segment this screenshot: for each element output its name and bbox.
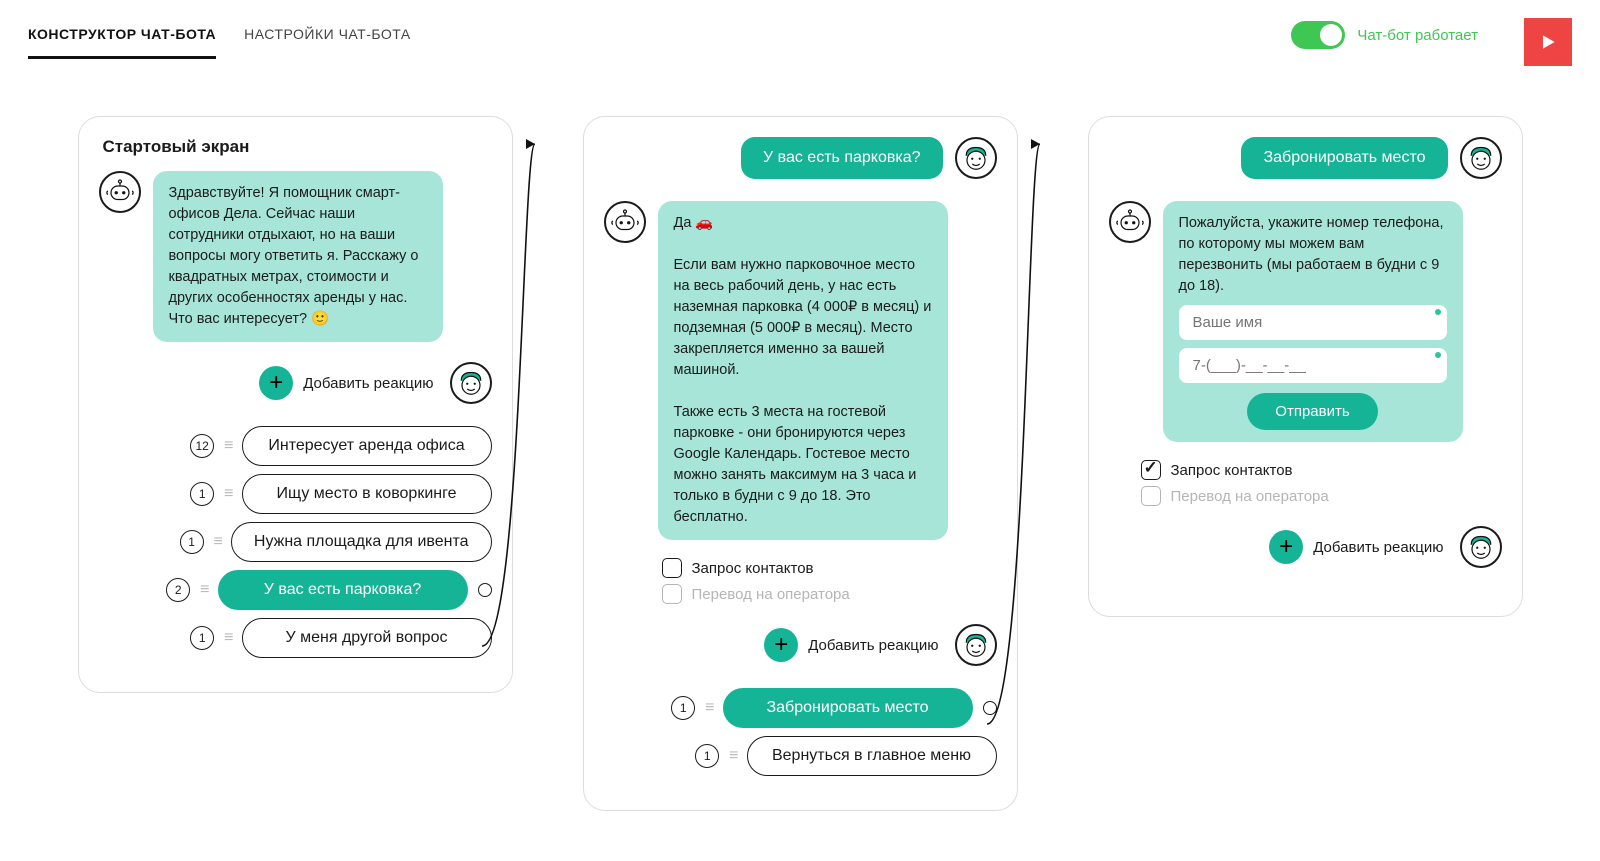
checkbox bbox=[662, 584, 682, 604]
option-row: 1 ≡ Нужна площадка для ивента bbox=[99, 522, 492, 562]
bot-message-with-form: Пожалуйста, укажите номер телефона, по к… bbox=[1163, 201, 1463, 442]
bot-icon bbox=[610, 207, 640, 237]
play-icon bbox=[1538, 32, 1558, 52]
add-reaction-label: Добавить реакцию bbox=[303, 375, 433, 392]
checkbox-row: Перевод на оператора bbox=[1141, 486, 1502, 506]
checkbox-label: Перевод на оператора bbox=[1171, 488, 1329, 505]
tab-constructor[interactable]: КОНСТРУКТОР ЧАТ-БОТА bbox=[28, 26, 216, 59]
checkbox-label: Запрос контактов bbox=[1171, 462, 1293, 479]
option-count: 2 bbox=[166, 578, 190, 602]
bot-avatar bbox=[604, 201, 646, 243]
user-avatar bbox=[955, 624, 997, 666]
option-pill[interactable]: Вернуться в главное меню bbox=[747, 736, 997, 776]
checkbox-label: Перевод на оператора bbox=[692, 586, 850, 603]
add-reaction-button[interactable]: + bbox=[764, 628, 798, 662]
bot-icon bbox=[105, 177, 135, 207]
checkbox bbox=[1141, 486, 1161, 506]
option-count: 1 bbox=[190, 482, 214, 506]
user-icon bbox=[1466, 532, 1496, 562]
checkbox-label: Запрос контактов bbox=[692, 560, 814, 577]
drag-handle-icon[interactable]: ≡ bbox=[224, 485, 231, 503]
checkbox-row[interactable]: Запрос контактов bbox=[662, 558, 997, 578]
connector-dot[interactable] bbox=[983, 701, 997, 715]
bot-message: Здравствуйте! Я помощник смарт-офисов Де… bbox=[153, 171, 443, 342]
add-reaction-button[interactable]: + bbox=[1269, 530, 1303, 564]
connector-dot[interactable] bbox=[478, 583, 492, 597]
phone-input[interactable] bbox=[1179, 348, 1447, 383]
bot-avatar bbox=[1109, 201, 1151, 243]
user-avatar bbox=[1460, 137, 1502, 179]
option-count: 1 bbox=[671, 696, 695, 720]
play-button[interactable] bbox=[1524, 18, 1572, 66]
option-row: 1 ≡ Забронировать место bbox=[604, 688, 997, 728]
drag-handle-icon[interactable]: ≡ bbox=[224, 437, 231, 455]
drag-handle-icon[interactable]: ≡ bbox=[729, 747, 736, 765]
drag-handle-icon[interactable]: ≡ bbox=[705, 699, 712, 717]
option-row: 1 ≡ Вернуться в главное меню bbox=[604, 736, 997, 776]
option-row: 2 ≡ У вас есть парковка? bbox=[99, 570, 492, 610]
drag-handle-icon[interactable]: ≡ bbox=[214, 533, 221, 551]
option-pill[interactable]: Нужна площадка для ивента bbox=[231, 522, 492, 562]
bot-avatar bbox=[99, 171, 141, 213]
option-pill[interactable]: У меня другой вопрос bbox=[242, 618, 492, 658]
drag-handle-icon[interactable]: ≡ bbox=[200, 581, 207, 599]
header: КОНСТРУКТОР ЧАТ-БОТА НАСТРОЙКИ ЧАТ-БОТА … bbox=[0, 0, 1600, 66]
option-row: 1 ≡ Ищу место в коворкинге bbox=[99, 474, 492, 514]
add-reaction-button[interactable]: + bbox=[259, 366, 293, 400]
card-title: Стартовый экран bbox=[103, 137, 492, 157]
option-pill[interactable]: Интересует аренда офиса bbox=[242, 426, 492, 466]
bot-status-label: Чат-бот работает bbox=[1357, 27, 1478, 44]
option-pill[interactable]: Ищу место в коворкинге bbox=[242, 474, 492, 514]
add-reaction-label: Добавить реакцию bbox=[808, 637, 938, 654]
user-icon bbox=[456, 368, 486, 398]
option-pill[interactable]: Забронировать место bbox=[723, 688, 973, 728]
bot-enabled-toggle[interactable] bbox=[1291, 21, 1345, 49]
bot-icon bbox=[1115, 207, 1145, 237]
option-count: 1 bbox=[180, 530, 204, 554]
user-avatar bbox=[450, 362, 492, 404]
card-booking: Забронировать место bbox=[1088, 116, 1523, 617]
user-avatar bbox=[955, 137, 997, 179]
user-message: Забронировать место bbox=[1241, 137, 1447, 179]
option-count: 1 bbox=[190, 626, 214, 650]
tab-settings[interactable]: НАСТРОЙКИ ЧАТ-БОТА bbox=[244, 26, 411, 59]
checkbox[interactable] bbox=[662, 558, 682, 578]
user-icon bbox=[1466, 143, 1496, 173]
user-message: У вас есть парковка? bbox=[741, 137, 942, 179]
option-count: 1 bbox=[695, 744, 719, 768]
add-reaction-label: Добавить реакцию bbox=[1313, 539, 1443, 556]
checkbox-row: Перевод на оператора bbox=[662, 584, 997, 604]
bot-message: Да 🚗 Если вам нужно парковочное место на… bbox=[658, 201, 948, 540]
option-row: 1 ≡ У меня другой вопрос bbox=[99, 618, 492, 658]
card-parking: У вас есть парковка? bbox=[583, 116, 1018, 811]
user-avatar bbox=[1460, 526, 1502, 568]
option-count: 12 bbox=[190, 434, 214, 458]
option-row: 12 ≡ Интересует аренда офиса bbox=[99, 426, 492, 466]
checkbox-row[interactable]: Запрос контактов bbox=[1141, 460, 1502, 480]
card-start-screen: Стартовый экран Здравствуйте! Я помощник… bbox=[78, 116, 513, 693]
user-icon bbox=[961, 630, 991, 660]
user-icon bbox=[961, 143, 991, 173]
name-input[interactable] bbox=[1179, 305, 1447, 340]
checkbox[interactable] bbox=[1141, 460, 1161, 480]
option-pill[interactable]: У вас есть парковка? bbox=[218, 570, 468, 610]
drag-handle-icon[interactable]: ≡ bbox=[224, 629, 231, 647]
submit-button[interactable]: Отправить bbox=[1247, 393, 1377, 430]
bot-message-text: Пожалуйста, укажите номер телефона, по к… bbox=[1179, 213, 1447, 297]
flow-board: Стартовый экран Здравствуйте! Я помощник… bbox=[0, 66, 1600, 861]
